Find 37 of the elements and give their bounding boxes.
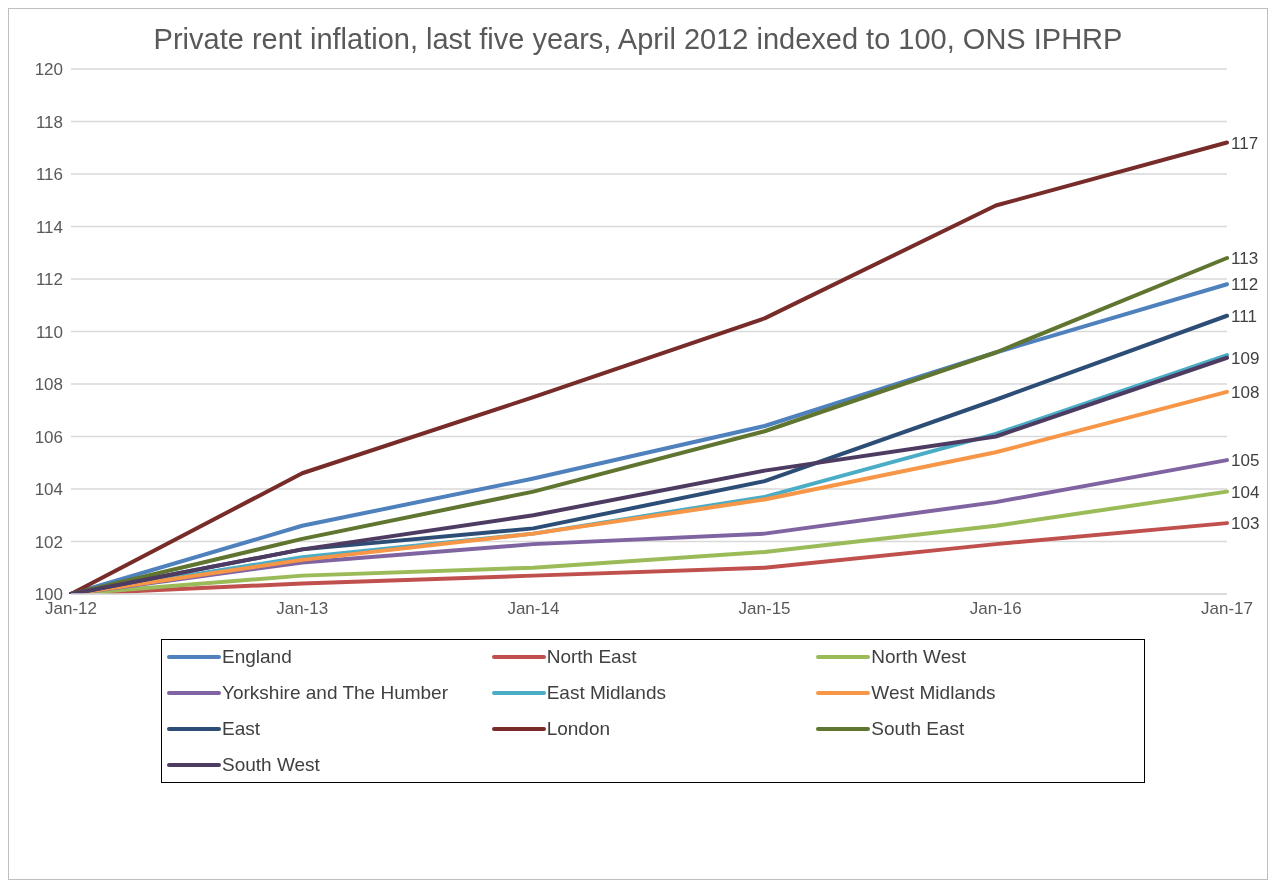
x-tick-label: Jan-16 — [969, 599, 1022, 619]
legend-label: South East — [871, 718, 965, 740]
chart-title: Private rent inflation, last five years, April 2012 indexed to 100, ONS IPHRP — [152, 22, 1124, 57]
y-tick-label: 120 — [34, 60, 63, 80]
x-tick-label: Jan-17 — [1201, 599, 1253, 619]
y-tick-label: 106 — [34, 427, 63, 447]
x-tick-label: Jan-14 — [507, 599, 560, 619]
legend-label: London — [546, 718, 611, 740]
legend-label: England — [222, 646, 292, 668]
legend-label: South West — [222, 754, 320, 776]
data-label: 104 — [1231, 482, 1260, 502]
data-label: 108 — [1231, 382, 1260, 402]
data-label: 111 — [1231, 306, 1257, 326]
x-tick-label: Jan-12 — [45, 599, 97, 619]
legend-label: North West — [871, 646, 967, 668]
data-label: 113 — [1231, 249, 1259, 268]
legend-label: East — [222, 718, 261, 740]
y-tick-label: 108 — [34, 375, 63, 395]
y-tick-label: 102 — [34, 532, 63, 552]
x-tick-label: Jan-15 — [738, 599, 791, 619]
y-tick-label: 116 — [35, 165, 63, 185]
line-series — [69, 140, 1229, 594]
data-label: 105 — [1231, 451, 1260, 471]
data-label: 103 — [1231, 514, 1260, 534]
y-tick-label: 114 — [35, 217, 63, 237]
y-tick-label: 118 — [35, 112, 63, 132]
x-tick-label: Jan-13 — [276, 599, 329, 619]
data-label: 112 — [1231, 275, 1259, 295]
y-tick-label: 104 — [34, 480, 63, 500]
y-tick-label: 110 — [35, 322, 63, 342]
y-tick-label: 112 — [35, 270, 63, 290]
data-label: 117 — [1231, 133, 1259, 153]
legend-label: East Midlands — [546, 682, 666, 704]
data-label: 109 — [1231, 348, 1260, 368]
legend-label: North East — [546, 646, 637, 668]
legend-label: West Midlands — [871, 682, 996, 704]
legend-label: Yorkshire and The Humber — [222, 682, 449, 704]
